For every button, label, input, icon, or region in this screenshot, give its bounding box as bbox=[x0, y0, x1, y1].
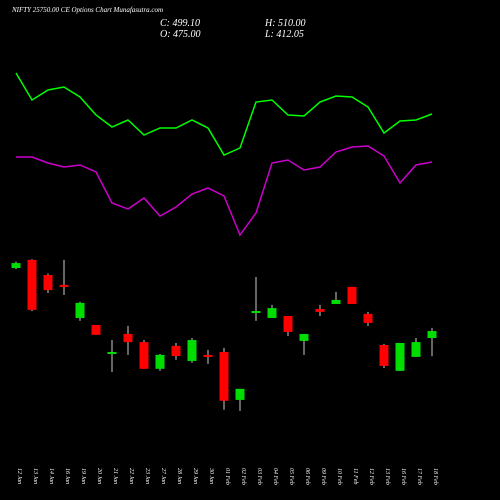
x-tick-label: 20 Jan bbox=[96, 468, 102, 484]
x-tick-label: 13 Feb bbox=[384, 468, 390, 485]
x-tick-label: 18 Feb bbox=[432, 468, 438, 485]
candle-body bbox=[187, 340, 197, 361]
candle-body bbox=[11, 263, 21, 269]
candle-body bbox=[347, 286, 357, 305]
candle-body bbox=[427, 331, 437, 339]
x-tick-label: 16 Feb bbox=[400, 468, 406, 485]
x-tick-label: 30 Jan bbox=[208, 467, 214, 484]
candle-body bbox=[171, 345, 181, 357]
chart-title: NIFTY 25750.00 CE Options Chart Munafasu… bbox=[11, 6, 163, 14]
candle-body bbox=[203, 354, 213, 357]
x-tick-label: 01 Feb bbox=[224, 468, 230, 485]
candle-body bbox=[331, 299, 341, 305]
indicator-line bbox=[16, 145, 433, 237]
candle-body bbox=[411, 342, 421, 357]
high-label: H: 510.00 bbox=[264, 18, 306, 29]
close-label: C: 499.10 bbox=[160, 18, 200, 29]
x-tick-label: 09 Feb bbox=[320, 468, 326, 485]
candle-body bbox=[395, 342, 405, 371]
low-label: L: 412.05 bbox=[264, 29, 304, 40]
candle-body bbox=[139, 342, 149, 369]
candle-body bbox=[315, 308, 325, 312]
candle-body bbox=[107, 351, 117, 354]
indicator-line bbox=[15, 72, 433, 156]
x-tick-label: 17 Feb bbox=[416, 468, 422, 485]
x-tick-label: 13 Jan bbox=[32, 468, 38, 484]
x-tick-label: 21 Jan bbox=[112, 468, 118, 484]
candle-body bbox=[267, 308, 277, 318]
candle-body bbox=[123, 333, 133, 343]
x-tick-label: 19 Jan bbox=[80, 468, 86, 484]
x-tick-label: 05 Feb bbox=[288, 468, 294, 485]
x-tick-label: 16 Jan bbox=[64, 468, 70, 484]
candle-body bbox=[299, 333, 309, 341]
x-tick-label: 12 Jan bbox=[16, 468, 22, 484]
x-tick-label: 02 Feb bbox=[240, 468, 246, 485]
x-tick-label: 11 Feb bbox=[352, 468, 358, 484]
candle-body bbox=[219, 351, 229, 401]
candle-body bbox=[283, 315, 293, 332]
x-tick-label: 12 Feb bbox=[368, 468, 374, 485]
candle-body bbox=[59, 284, 69, 287]
candle-body bbox=[91, 324, 101, 335]
candle-body bbox=[75, 302, 85, 318]
candle-body bbox=[43, 274, 53, 291]
x-tick-label: 14 Jan bbox=[48, 468, 55, 484]
x-tick-label: 23 Jan bbox=[144, 468, 150, 484]
candle-body bbox=[155, 354, 165, 369]
open-label: O: 475.00 bbox=[160, 29, 201, 40]
x-tick-label: 10 Feb bbox=[336, 468, 342, 485]
candle-body bbox=[379, 344, 389, 366]
x-tick-label: 22 Jan bbox=[128, 468, 134, 484]
x-tick-label: 27 Jan bbox=[160, 468, 166, 484]
x-tick-label: 04 Feb bbox=[272, 468, 279, 485]
candle-body bbox=[27, 259, 37, 310]
x-tick-label: 29 Jan bbox=[192, 468, 198, 484]
candle-body bbox=[251, 311, 261, 314]
x-tick-label: 03 Feb bbox=[256, 468, 262, 485]
x-tick-label: 06 Feb bbox=[304, 468, 310, 485]
candle-body bbox=[363, 313, 373, 323]
x-tick-label: 28 Jan bbox=[176, 468, 182, 484]
candle-body bbox=[235, 388, 245, 400]
